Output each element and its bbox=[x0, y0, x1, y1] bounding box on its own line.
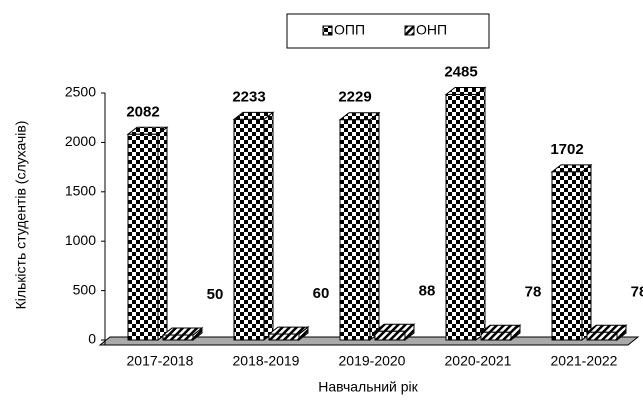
x-tick-label: 2018-2019 bbox=[233, 353, 300, 369]
legend-box bbox=[286, 13, 490, 49]
y-axis-label: Кількість студентів (слухачів) bbox=[13, 121, 29, 310]
bar-side bbox=[475, 86, 486, 342]
y-tick-label: 1500 bbox=[65, 183, 96, 199]
bar bbox=[586, 331, 618, 341]
bar bbox=[445, 93, 477, 341]
bar-side bbox=[157, 126, 168, 342]
y-tick-label: 1000 bbox=[65, 232, 96, 248]
bar-side bbox=[581, 163, 592, 342]
value-label: 2082 bbox=[126, 103, 159, 120]
legend-swatch bbox=[322, 25, 333, 36]
legend-label: ОНП bbox=[416, 22, 447, 38]
bar bbox=[127, 133, 159, 341]
x-tick-label: 2019-2020 bbox=[339, 353, 406, 369]
value-label: 88 bbox=[419, 282, 436, 299]
value-label: 2485 bbox=[444, 63, 477, 80]
bar bbox=[268, 333, 300, 341]
value-label: 50 bbox=[207, 286, 224, 303]
legend-label: ОПП bbox=[334, 22, 365, 38]
value-label: 78 bbox=[631, 283, 643, 300]
y-tick-label: 2000 bbox=[65, 133, 96, 149]
value-label: 60 bbox=[313, 285, 330, 302]
x-tick-label: 2021-2022 bbox=[551, 353, 618, 369]
bar-side bbox=[263, 111, 274, 342]
legend-swatch bbox=[404, 25, 415, 36]
bar bbox=[162, 334, 194, 341]
bar bbox=[551, 171, 583, 341]
bar bbox=[480, 331, 512, 341]
value-label: 2233 bbox=[232, 88, 265, 105]
value-label: 2229 bbox=[338, 89, 371, 106]
y-tick-label: 0 bbox=[88, 331, 96, 347]
bar-side bbox=[369, 111, 380, 342]
value-label: 1702 bbox=[550, 141, 583, 158]
x-tick-label: 2017-2018 bbox=[127, 353, 194, 369]
x-tick-label: 2020-2021 bbox=[445, 353, 512, 369]
bar bbox=[374, 330, 406, 341]
y-tick-label: 2500 bbox=[65, 84, 96, 100]
bar bbox=[233, 118, 265, 341]
y-tick-label: 500 bbox=[73, 281, 97, 297]
value-label: 78 bbox=[525, 283, 542, 300]
bar bbox=[339, 119, 371, 341]
x-axis-label: Навчальний рік bbox=[318, 379, 418, 395]
